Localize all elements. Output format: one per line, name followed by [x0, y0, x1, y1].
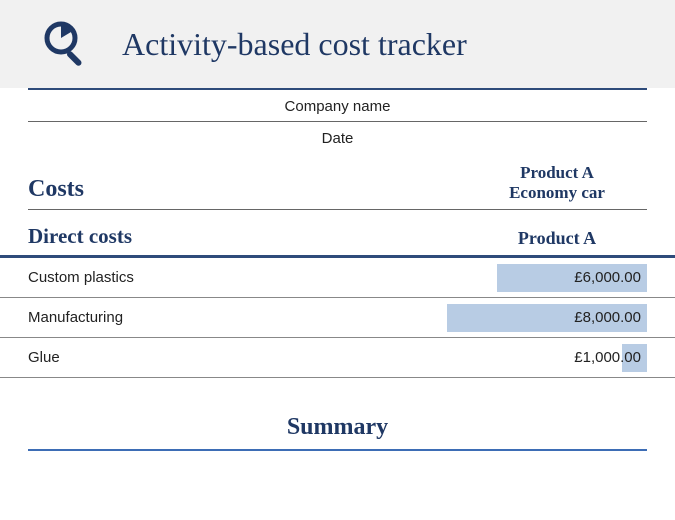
summary-title: Summary — [0, 378, 675, 449]
row-label: Glue — [28, 349, 447, 366]
magnifier-pie-icon — [40, 18, 92, 70]
header-bar: Activity-based cost tracker — [0, 0, 675, 88]
table-row: Glue £1,000.00 — [0, 338, 675, 378]
product-column-header: Product A Economy car — [467, 163, 647, 203]
row-value: £6,000.00 — [574, 269, 647, 286]
costs-header-row: Costs Product A Economy car — [0, 153, 675, 209]
row-value-cell: £1,000.00 — [447, 344, 647, 372]
row-value-cell: £6,000.00 — [447, 264, 647, 292]
table-row: Manufacturing £8,000.00 — [0, 298, 675, 338]
row-label: Manufacturing — [28, 309, 447, 326]
product-subtitle: Economy car — [467, 183, 647, 203]
divider — [28, 449, 647, 451]
row-value-cell: £8,000.00 — [447, 304, 647, 332]
date-label: Date — [0, 122, 675, 153]
page-title: Activity-based cost tracker — [122, 26, 467, 63]
row-label: Custom plastics — [28, 269, 447, 286]
table-row: Custom plastics £6,000.00 — [0, 258, 675, 298]
direct-costs-title: Direct costs — [28, 224, 467, 249]
direct-costs-header: Direct costs Product A — [0, 210, 675, 258]
direct-costs-column-label: Product A — [467, 228, 647, 249]
row-value: £1,000.00 — [574, 349, 647, 366]
row-value: £8,000.00 — [574, 309, 647, 326]
company-name-label: Company name — [0, 90, 675, 121]
costs-title: Costs — [28, 176, 467, 203]
product-label: Product A — [467, 163, 647, 183]
